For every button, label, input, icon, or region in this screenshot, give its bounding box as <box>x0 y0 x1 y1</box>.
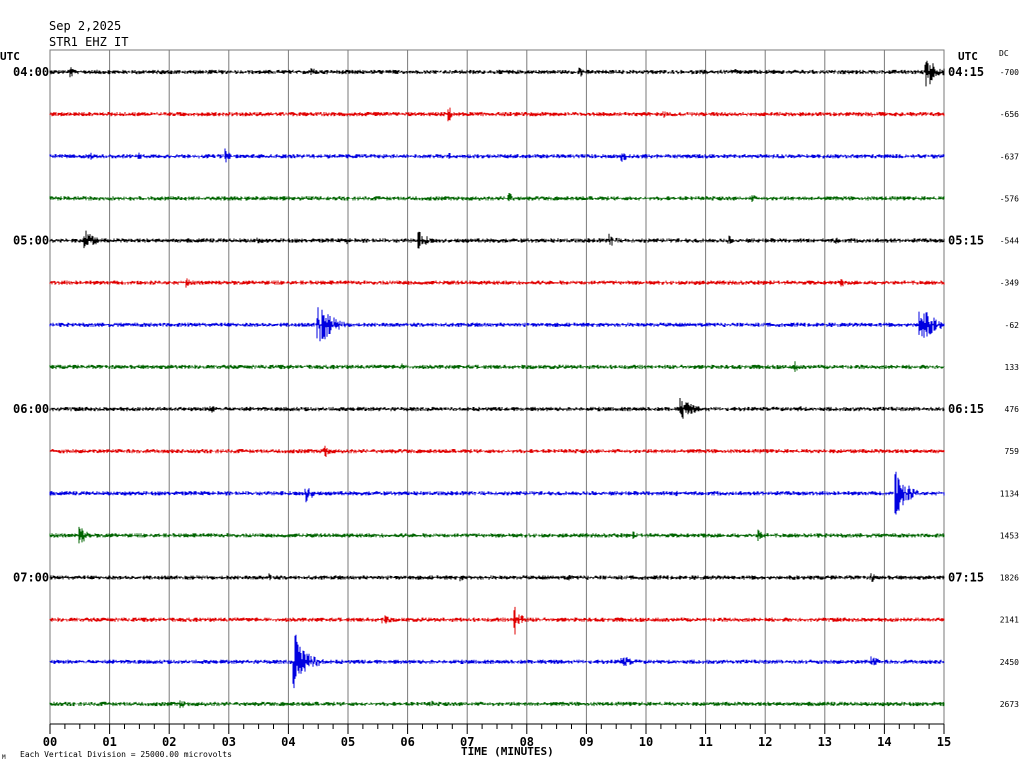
dc-offset-label: -544 <box>1000 237 1019 246</box>
dc-offset-label: 2141 <box>1000 616 1019 625</box>
trace-11 <box>49 526 945 544</box>
x-tick-label-13: 13 <box>818 735 832 749</box>
seismic-traces <box>49 60 945 709</box>
dc-offset-label: 1134 <box>1000 489 1019 498</box>
x-tick-label-06: 06 <box>400 735 414 749</box>
utc-label-right: UTC <box>958 50 978 63</box>
right-time-label: 06:15 <box>948 402 984 416</box>
dc-offset-label: -62 <box>1005 321 1020 330</box>
right-time-label: 04:15 <box>948 65 984 79</box>
plot-grid <box>49 49 945 725</box>
trace-13 <box>49 606 945 635</box>
x-tick-label-02: 02 <box>162 735 176 749</box>
dc-offset-label: 2673 <box>1000 700 1019 709</box>
x-axis-ticks: 00 01 02 03 04 05 06 07 08 09 10 11 12 13 14 15 <box>43 724 951 749</box>
x-axis-label: TIME (MINUTES) <box>461 745 554 758</box>
x-tick-label-12: 12 <box>758 735 772 749</box>
time-labels: 04:00 05:00 06:00 07:00 04:15 05:15 06:15 07:15 <box>13 65 984 585</box>
x-tick-label-00: 00 <box>43 735 57 749</box>
dc-offset-label: -637 <box>1000 152 1019 161</box>
left-time-label: 05:00 <box>13 234 49 248</box>
trace-7 <box>49 361 945 372</box>
dc-offset-label: -576 <box>1000 194 1019 203</box>
chart-date: Sep 2,2025 <box>49 19 122 33</box>
trace-3 <box>49 193 945 202</box>
x-tick-label-01: 01 <box>102 735 116 749</box>
x-tick-label-14: 14 <box>877 735 891 749</box>
plot-frame <box>49 49 945 725</box>
right-time-label: 05:15 <box>948 234 984 248</box>
trace-2 <box>49 148 945 163</box>
trace-4 <box>49 230 945 249</box>
footer-mark: M <box>2 754 6 761</box>
x-tick-label-09: 09 <box>579 735 593 749</box>
trace-10 <box>49 471 945 515</box>
dc-offset-label: 133 <box>1005 363 1020 372</box>
dc-offset-label: 1453 <box>1000 531 1019 540</box>
x-tick-label-07: 07 <box>460 735 474 749</box>
x-tick-label-11: 11 <box>698 735 712 749</box>
trace-5 <box>49 278 945 288</box>
left-time-label: 04:00 <box>13 65 49 79</box>
trace-14 <box>49 634 945 689</box>
x-tick-label-03: 03 <box>222 735 236 749</box>
dc-offset-label: -656 <box>1000 110 1019 119</box>
trace-15 <box>49 700 945 709</box>
trace-9 <box>49 445 945 457</box>
dc-offset-label: 759 <box>1005 447 1020 456</box>
x-tick-label-04: 04 <box>281 735 295 749</box>
left-time-label: 06:00 <box>13 402 49 416</box>
x-tick-label-05: 05 <box>341 735 355 749</box>
dc-offset-label: 1826 <box>1000 574 1019 583</box>
dc-offset-label: -700 <box>1000 68 1019 77</box>
station-code: STR1 EHZ IT <box>49 35 129 49</box>
left-time-label: 07:00 <box>13 571 49 585</box>
trace-1 <box>49 107 945 122</box>
right-time-label: 07:15 <box>948 571 984 585</box>
trace-8 <box>49 398 945 419</box>
dc-offset-labels: -700 -656 -637 -576 -544 -349 -62 133 476 759 1134… <box>1000 68 1019 709</box>
dc-header: DC <box>999 49 1009 58</box>
utc-label-left: UTC <box>0 50 20 63</box>
dc-offset-label: -349 <box>1000 279 1019 288</box>
dc-offset-label: 2450 <box>1000 658 1019 667</box>
x-tick-label-08: 08 <box>520 735 534 749</box>
x-tick-label-15: 15 <box>937 735 951 749</box>
x-tick-label-10: 10 <box>639 735 653 749</box>
scale-footer: Each Vertical Division = 25000.00 microv… <box>20 750 232 759</box>
dc-offset-label: 476 <box>1005 405 1020 414</box>
trace-0 <box>49 60 945 87</box>
trace-6 <box>49 307 945 342</box>
trace-12 <box>49 573 945 582</box>
